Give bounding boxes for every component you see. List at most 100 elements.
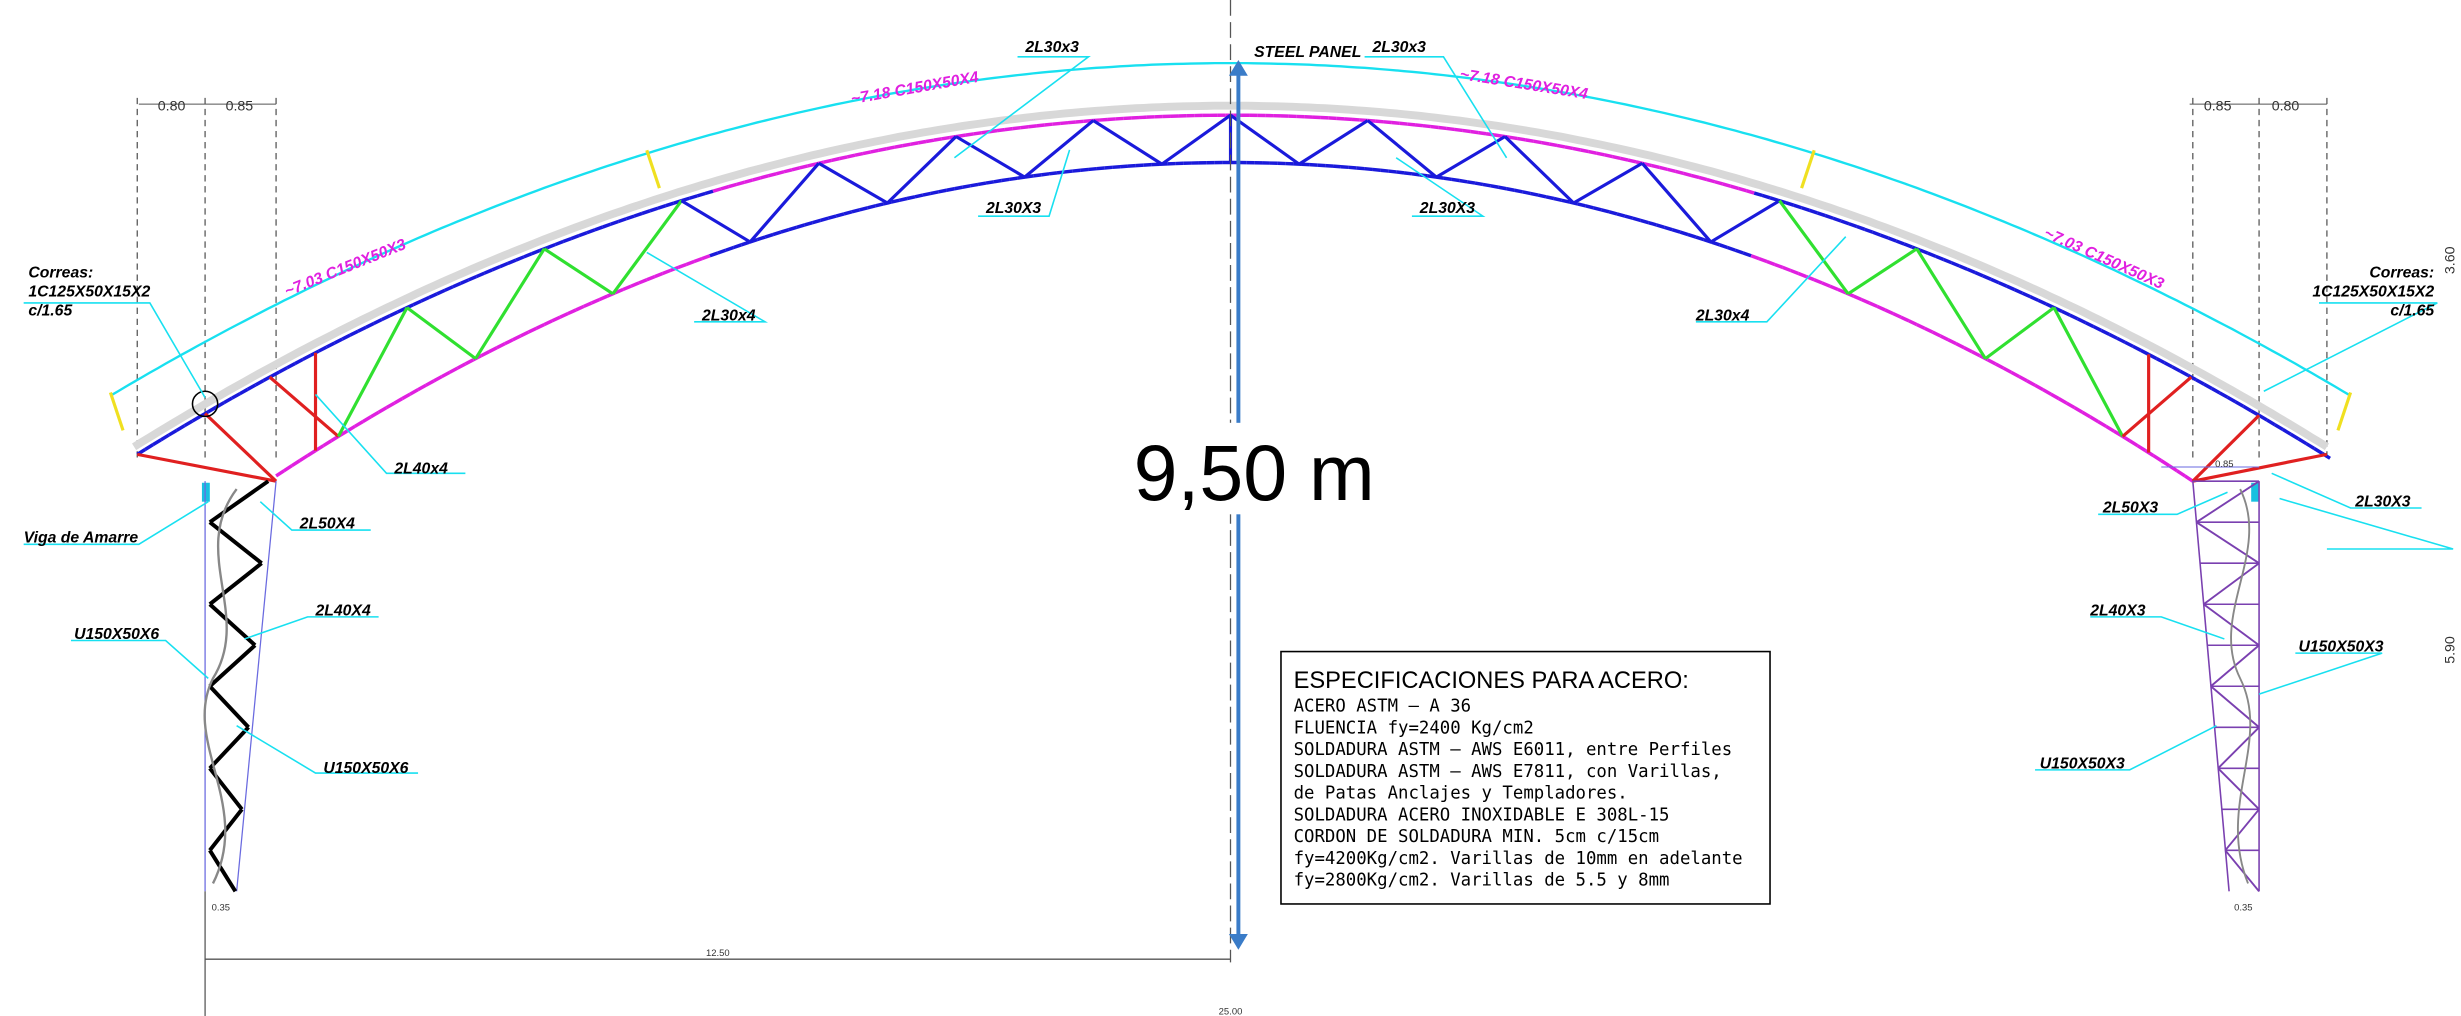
bottom-chord <box>2153 456 2161 461</box>
top-chord <box>547 245 555 248</box>
bottom-chord <box>1996 364 2004 368</box>
top-chord <box>555 242 563 245</box>
dimension: 0.80 <box>158 98 186 114</box>
top-chord <box>1849 224 1857 227</box>
bottom-chord <box>828 216 836 218</box>
bottom-chord <box>300 456 308 461</box>
label: 2L30x4 <box>1695 307 1750 324</box>
top-chord <box>224 398 232 402</box>
bottom-chord <box>1081 169 1089 170</box>
bottom-chord <box>568 310 576 314</box>
top-chord <box>1604 155 1612 157</box>
leader <box>71 641 208 679</box>
top-chord <box>1478 133 1486 134</box>
bottom-chord <box>481 352 489 356</box>
bottom-chord <box>394 399 402 404</box>
top-chord <box>894 146 902 147</box>
bottom-chord <box>820 218 828 220</box>
bottom-chord <box>647 277 655 280</box>
top-chord <box>319 347 327 351</box>
bottom-chord <box>1664 227 1672 229</box>
bottom-chord <box>962 186 970 187</box>
top-chord <box>461 280 469 283</box>
bottom-chord <box>1791 270 1799 273</box>
top-chord <box>1967 269 1975 272</box>
web-member <box>1985 308 2054 359</box>
bottom-chord <box>1507 189 1515 191</box>
label: 1C125X50X15X2 <box>2312 284 2434 301</box>
bottom-chord <box>1089 169 1097 170</box>
top-chord <box>1667 169 1675 171</box>
bottom-chord <box>1617 214 1625 216</box>
top-chord <box>2086 323 2094 327</box>
label: 2L30X3 <box>2354 493 2410 510</box>
top-chord <box>1384 122 1392 123</box>
bottom-chord <box>868 206 876 208</box>
label: Correas: <box>28 265 93 282</box>
bottom-chord <box>2130 441 2138 446</box>
top-chord <box>1944 259 1952 262</box>
label: U150X50X6 <box>323 760 408 777</box>
top-chord <box>1691 175 1699 177</box>
bottom-chord <box>1893 314 1901 318</box>
web-member <box>544 249 613 294</box>
bottom-chord <box>371 412 379 417</box>
bottom-chord <box>1554 199 1562 201</box>
bottom-chord <box>1672 230 1680 232</box>
top-chord <box>705 191 713 193</box>
top-chord <box>1415 125 1423 126</box>
bottom-chord <box>852 210 860 212</box>
top-chord <box>271 372 279 376</box>
top-chord <box>1770 198 1778 200</box>
bottom-chord <box>2043 390 2051 394</box>
top-chord <box>1731 186 1739 188</box>
bottom-chord <box>1972 352 1980 356</box>
label: U150X50X3 <box>2299 639 2384 656</box>
bottom-chord <box>1862 300 1870 303</box>
beam <box>202 483 210 502</box>
top-chord <box>934 139 942 140</box>
bottom-chord <box>994 181 1002 182</box>
top-chord <box>287 364 295 368</box>
top-chord <box>1975 273 1983 276</box>
top-chord <box>768 174 776 176</box>
top-chord <box>1494 135 1502 136</box>
top-chord <box>469 277 477 280</box>
top-chord <box>240 389 248 393</box>
bottom-chord <box>1096 168 1104 169</box>
top-chord <box>1904 244 1912 247</box>
bottom-chord <box>521 332 529 336</box>
web-member <box>956 137 1025 178</box>
top-chord <box>563 239 571 242</box>
bottom-chord <box>1483 184 1491 185</box>
bottom-chord <box>1002 179 1010 180</box>
bottom-chord <box>1625 216 1633 218</box>
top-chord <box>2022 293 2030 297</box>
bottom-chord <box>876 204 884 206</box>
support-member <box>137 454 276 481</box>
top-chord <box>752 178 760 180</box>
bottom-chord <box>860 208 868 210</box>
column-outline <box>237 481 276 891</box>
top-chord <box>2291 434 2299 439</box>
top-chord <box>776 172 784 174</box>
top-chord <box>1549 144 1557 145</box>
top-chord <box>1715 182 1723 184</box>
top-chord <box>887 147 895 149</box>
bottom-chord <box>986 182 994 183</box>
top-chord <box>1928 253 1936 256</box>
bottom-chord <box>1530 193 1538 195</box>
top-chord <box>2007 286 2015 289</box>
bottom-chord <box>1325 166 1333 167</box>
spec-title: ESPECIFICACIONES PARA ACERO: <box>1294 668 1689 694</box>
top-chord <box>327 343 335 347</box>
bottom-chord <box>1404 173 1412 174</box>
bottom-chord <box>1033 175 1041 176</box>
dimension: 5.90 <box>2443 636 2459 664</box>
bottom-chord <box>1988 360 1996 364</box>
top-chord <box>453 283 461 286</box>
bottom-chord <box>355 422 363 427</box>
top-chord <box>1880 235 1888 238</box>
bottom-chord <box>2035 385 2043 389</box>
bottom-chord <box>1443 178 1451 179</box>
